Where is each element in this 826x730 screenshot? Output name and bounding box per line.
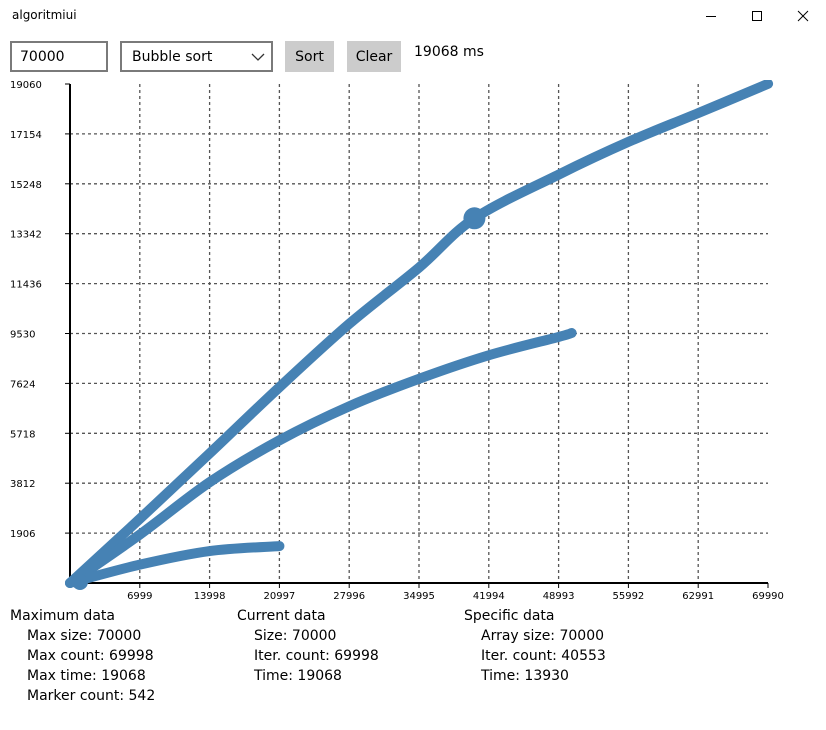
- x-tick-label: 6999: [127, 591, 152, 602]
- maximize-icon: [752, 11, 762, 21]
- chart-series: [65, 80, 774, 590]
- specific-time: Time: 13930: [481, 668, 569, 684]
- close-icon: [797, 10, 809, 22]
- array-size-input[interactable]: [10, 41, 108, 72]
- y-tick-label: 13342: [10, 230, 42, 241]
- max-count: Max count: 69998: [27, 648, 154, 664]
- max-time: Max time: 19068: [27, 668, 146, 684]
- specific-data-heading: Specific data: [464, 608, 555, 624]
- current-size: Size: 70000: [254, 628, 337, 644]
- y-tick-label: 15248: [10, 180, 42, 191]
- title-bar: algoritmiui: [0, 0, 826, 32]
- minimize-icon: [706, 16, 716, 17]
- x-tick-label: 20997: [263, 591, 295, 602]
- y-tick-label: 17154: [10, 130, 42, 141]
- algorithm-selected-value: Bubble sort: [132, 48, 213, 65]
- chevron-down-icon: [245, 53, 271, 61]
- y-tick-label: 3812: [10, 479, 35, 490]
- current-data-heading: Current data: [237, 608, 326, 624]
- maximize-button[interactable]: [734, 0, 780, 32]
- x-tick-label: 41994: [473, 591, 505, 602]
- current-iter-count: Iter. count: 69998: [254, 648, 379, 664]
- chart-tick-labels: 6999 13998 20997 27996 34995 41994 48993 55992 6…: [10, 80, 784, 602]
- selected-point-marker: [463, 207, 486, 230]
- max-size: Max size: 70000: [27, 628, 142, 644]
- clear-button[interactable]: Clear: [347, 41, 401, 72]
- chart-axes: [65, 83, 769, 588]
- algorithm-select[interactable]: Bubble sort: [120, 41, 273, 72]
- marker-count: Marker count: 542: [27, 688, 156, 704]
- x-tick-label: 13998: [194, 591, 226, 602]
- origin-marker: [72, 574, 88, 590]
- close-button[interactable]: [780, 0, 826, 32]
- series-line-3: [65, 541, 285, 588]
- specific-data-panel: Specific data Array size: 70000 Iter. co…: [464, 606, 606, 686]
- x-tick-label: 27996: [333, 591, 365, 602]
- y-tick-label: 1906: [10, 529, 35, 540]
- x-tick-label: 62991: [682, 591, 714, 602]
- maximum-data-panel: Maximum data Max size: 70000 Max count: …: [10, 606, 155, 706]
- specific-array-size: Array size: 70000: [481, 628, 605, 644]
- y-tick-label: 19060: [10, 80, 42, 91]
- current-data-panel: Current data Size: 70000 Iter. count: 69…: [237, 606, 379, 686]
- sort-button[interactable]: Sort: [285, 41, 334, 72]
- x-tick-label: 55992: [612, 591, 644, 602]
- elapsed-time: 19068 ms: [414, 44, 484, 60]
- x-tick-label: 34995: [403, 591, 435, 602]
- x-tick-label: 48993: [543, 591, 575, 602]
- current-time: Time: 19068: [254, 668, 342, 684]
- y-tick-label: 9530: [10, 330, 35, 341]
- x-tick-label: 69990: [752, 591, 784, 602]
- series-line-1: [65, 80, 774, 588]
- y-tick-label: 7624: [10, 379, 35, 390]
- window-title: algoritmiui: [12, 8, 77, 22]
- specific-iter-count: Iter. count: 40553: [481, 648, 606, 664]
- sort-time-chart: 6999 13998 20997 27996 34995 41994 48993 55992 6…: [10, 80, 784, 602]
- series-line-2: [65, 327, 577, 588]
- maximum-data-heading: Maximum data: [10, 608, 115, 624]
- y-tick-label: 5718: [10, 429, 35, 440]
- y-tick-label: 11436: [10, 280, 42, 291]
- minimize-button[interactable]: [688, 0, 734, 32]
